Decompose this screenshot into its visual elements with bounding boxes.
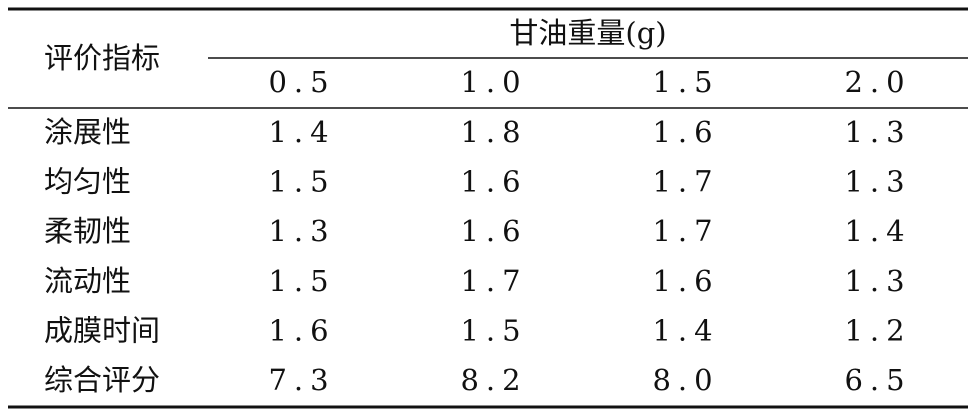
cell: 1.7 [652, 165, 719, 199]
row-label: 柔韧性 [44, 214, 131, 248]
row-label: 涂展性 [44, 115, 131, 149]
cell: 1.6 [652, 115, 719, 149]
cell: 7.3 [268, 363, 335, 397]
cell: 1.4 [268, 115, 335, 149]
cell: 1.6 [268, 313, 335, 347]
cell: 1.6 [652, 264, 719, 298]
column-header: 1.5 [652, 65, 719, 99]
row-label: 流动性 [44, 264, 131, 298]
cell: 8.2 [460, 363, 527, 397]
cell: 1.6 [460, 165, 527, 199]
cell: 1.4 [652, 313, 719, 347]
cell: 1.6 [460, 214, 527, 248]
cell: 1.5 [268, 264, 335, 298]
cell: 1.3 [844, 165, 911, 199]
row-label: 均匀性 [44, 165, 131, 199]
cell: 1.3 [844, 115, 911, 149]
cell: 1.5 [460, 313, 527, 347]
corner-header: 评价指标 [44, 41, 160, 75]
cell: 1.3 [844, 264, 911, 298]
cell: 1.5 [268, 165, 335, 199]
cell: 1.2 [844, 313, 911, 347]
cell: 1.7 [652, 214, 719, 248]
cell: 1.3 [268, 214, 335, 248]
cell: 1.4 [844, 214, 911, 248]
column-header: 2.0 [844, 65, 911, 99]
group-header: 甘油重量(g) [509, 16, 666, 50]
column-header: 1.0 [460, 65, 527, 99]
cell: 8.0 [652, 363, 719, 397]
cell: 1.7 [460, 264, 527, 298]
row-label: 综合评分 [44, 363, 160, 397]
row-label: 成膜时间 [44, 313, 160, 347]
column-header: 0.5 [268, 65, 335, 99]
cell: 1.8 [460, 115, 527, 149]
cell: 6.5 [844, 363, 911, 397]
